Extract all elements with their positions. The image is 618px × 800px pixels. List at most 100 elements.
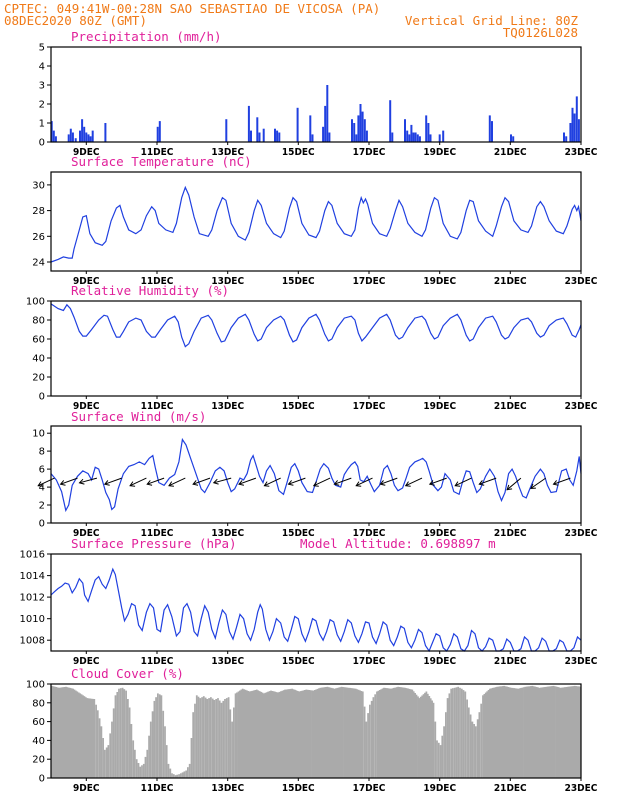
x-tick-label: 13DEC (211, 401, 244, 412)
x-tick-label: 19DEC (423, 147, 456, 158)
y-tick-label: 80 (32, 316, 45, 327)
cloud-bar (167, 763, 170, 778)
cloud-bar (386, 688, 388, 778)
wind-arrow-shaft (313, 477, 331, 487)
cloud-bar (428, 696, 431, 778)
cloud-bar (56, 687, 59, 778)
cloud-bar (482, 695, 484, 778)
cloud-bar (337, 687, 340, 778)
precip-bar (418, 136, 421, 142)
precip-bar (408, 134, 411, 142)
precip-bar (328, 132, 331, 142)
y-tick-label: 6 (39, 465, 45, 476)
panel-pressure: Surface Pressure (hPa) Model Altitude: 0.… (20, 536, 598, 667)
x-tick-label: 17DEC (353, 276, 386, 287)
cloud-bar (171, 773, 173, 778)
cloud-bar (160, 695, 163, 778)
cloud-bar (233, 707, 235, 778)
cloud-bar (206, 699, 209, 778)
cloud-bar (387, 688, 390, 778)
cloud-bar (236, 692, 238, 778)
cloud-bar (58, 687, 60, 778)
cloud-bar (218, 700, 221, 778)
cloud-bar (330, 687, 333, 778)
cloud-bar (291, 688, 294, 778)
wind-arrow-shaft (264, 477, 281, 487)
cloud-bar (431, 700, 433, 778)
cloud-bar (408, 688, 411, 778)
cloud-bar (467, 707, 470, 778)
cloud-bar (282, 690, 285, 778)
precip-bar (85, 132, 88, 142)
cloud-bar (380, 689, 383, 778)
cloud-bar (448, 693, 451, 778)
wind-arrow-shaft (454, 477, 472, 487)
cloud-bar (565, 687, 568, 778)
y-tick-label: 80 (32, 698, 45, 709)
cloud-bar (251, 690, 254, 778)
cloud-bar (457, 686, 460, 778)
precip-bar (104, 123, 107, 142)
cloud-bar (500, 686, 503, 778)
cloud-bar (455, 687, 458, 778)
cloud-bar (407, 688, 409, 778)
cloud-bar (446, 698, 449, 778)
cloud-bar (395, 687, 398, 778)
wind-arrow-head (59, 480, 66, 486)
x-tick-label: 21DEC (494, 783, 527, 794)
cloud-bar (394, 687, 397, 778)
cloud-bar (518, 688, 521, 778)
cloud-bar (425, 691, 428, 778)
cloud-bar (268, 691, 271, 778)
y-tick-label: 1008 (20, 636, 45, 647)
precip-bar (425, 115, 428, 142)
cloud-bar (545, 686, 548, 778)
precip-bar (278, 132, 281, 142)
cloud-bar (410, 689, 412, 778)
x-tick-label: 13DEC (211, 147, 244, 158)
cloud-bar (121, 687, 124, 778)
cloud-bar (405, 688, 408, 778)
cloud-bar (445, 712, 447, 778)
panel-title: Cloud Cover (%) (71, 666, 184, 681)
x-tick-label: 17DEC (353, 401, 386, 412)
precip-bar (389, 100, 392, 142)
cloud-bar (153, 700, 156, 778)
precip-bar (326, 85, 329, 142)
cloud-bar (227, 697, 230, 778)
panel-frame (50, 425, 582, 524)
cloud-bar (107, 745, 110, 778)
precip-bar (74, 138, 77, 142)
y-tick-label: 60 (32, 335, 45, 346)
cloud-bar (118, 688, 120, 778)
cloud-bar (501, 686, 504, 778)
cloud-bar (243, 689, 245, 778)
cloud-bar (69, 687, 72, 778)
cloud-bar (224, 699, 226, 778)
cloud-bar (60, 687, 63, 778)
cloud-bar (381, 688, 384, 778)
cloud-bar (336, 687, 339, 778)
y-tick-label: 0 (39, 774, 45, 785)
cloud-bar (285, 689, 288, 778)
cloud-bar (453, 687, 456, 778)
cloud-bar (289, 688, 292, 778)
wind-arrow-shaft (479, 477, 497, 485)
cloud-bar (194, 703, 196, 778)
wind-arrow-shaft (60, 477, 78, 485)
cloud-bar (343, 687, 346, 778)
cloud-bar (302, 690, 305, 778)
wind-arrow-shaft (168, 477, 186, 487)
panel-frame (50, 171, 582, 272)
cloud-bar (398, 687, 401, 778)
wind-arrow-head (238, 480, 244, 486)
cloud-bar (325, 687, 327, 778)
precip-bar (67, 134, 70, 142)
cloud-bar (542, 687, 545, 778)
cloud-bar (187, 767, 189, 778)
cloud-bar (174, 775, 177, 778)
x-tick-label: 9DEC (73, 783, 100, 794)
panel-annotation: Model Altitude: 0.698897 m (300, 536, 496, 551)
cloud-bar (354, 688, 357, 778)
cloud-bar (388, 688, 391, 778)
